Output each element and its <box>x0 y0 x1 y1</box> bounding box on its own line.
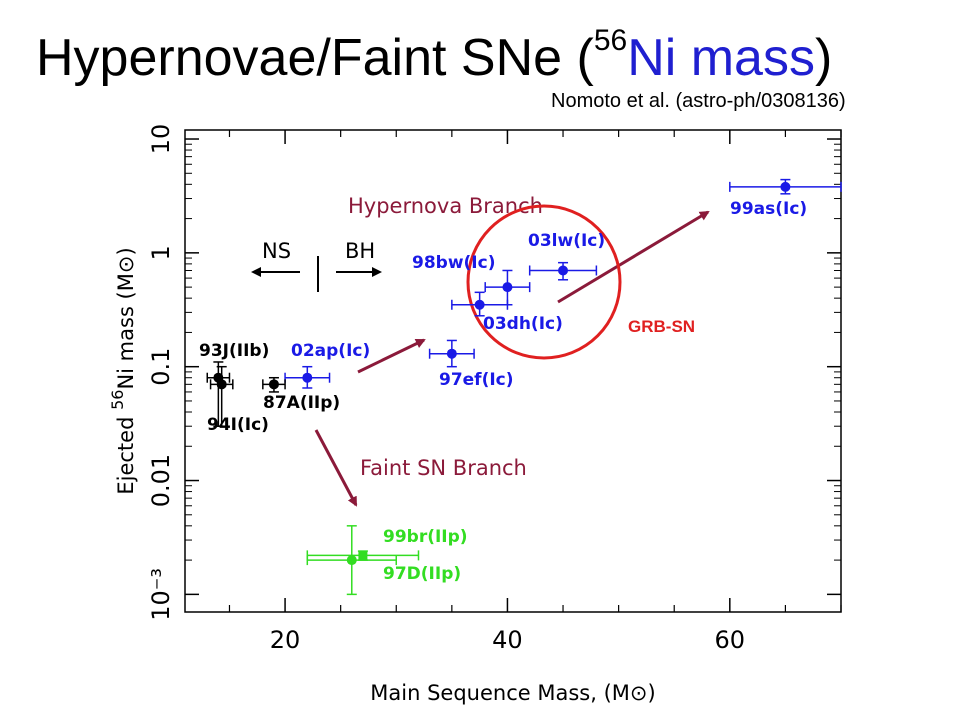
hypernova-arrow-upper <box>557 210 710 304</box>
hypernova-arrow-lower <box>357 338 426 374</box>
ns-label: NS <box>262 239 291 263</box>
hypernova-branch-label: Hypernova Branch <box>348 194 543 218</box>
y-tick-label: 10 <box>147 124 175 155</box>
data-marker <box>558 265 569 276</box>
point-label: 03lw(Ic) <box>528 231 605 251</box>
data-marker <box>346 555 357 566</box>
data-point-98bw(Ic): 98bw(Ic) <box>412 253 531 306</box>
data-marker <box>216 379 227 390</box>
point-label: 02ap(Ic) <box>291 341 370 361</box>
data-point-99br(IIp): 99br(IIp) <box>306 527 468 561</box>
data-point-03dh(Ic): 03dh(Ic) <box>451 291 563 334</box>
bh-label: BH <box>345 239 375 263</box>
data-point-87A(IIp): 87A(IIp) <box>262 376 340 413</box>
faint-branch-arrow <box>314 429 358 507</box>
point-label: 99as(Ic) <box>730 199 807 219</box>
point-label: 94I(Ic) <box>207 415 269 435</box>
y-tick-label: 1 <box>147 245 175 260</box>
data-point-93J(IIb): 93J(IIb) <box>199 341 269 427</box>
grb-sn-circle <box>466 204 622 360</box>
data-marker <box>780 181 791 192</box>
citation: Nomoto et al. (astro-ph/0308136) <box>551 90 846 112</box>
slide-title: Hypernovae/Faint SNe (56Ni mass) <box>36 24 833 88</box>
data-points: 99as(Ic) 03lw(Ic) 98bw(Ic) 03dh(Ic) 97ef(Ic)… <box>199 178 842 596</box>
x-tick-label: 60 <box>715 626 746 654</box>
title-highlight: Ni mass <box>627 29 815 87</box>
x-tick-label: 20 <box>270 626 301 654</box>
data-marker <box>302 372 313 383</box>
y-tick-label: 0.1 <box>147 348 175 386</box>
data-marker <box>358 550 368 560</box>
x-tick-label: 40 <box>492 626 523 654</box>
y-tick-label: 0.01 <box>147 454 175 507</box>
data-point-02ap(Ic): 02ap(Ic) <box>284 341 370 389</box>
data-point-97D(IIp): 97D(IIp) <box>306 525 461 596</box>
x-axis-title: Main Sequence Mass, (M⊙) <box>370 681 655 705</box>
title-close: ) <box>814 29 833 87</box>
data-point-03lw(Ic): 03lw(Ic) <box>528 231 605 281</box>
title-superscript: 56 <box>593 24 628 57</box>
point-label: 93J(IIb) <box>199 341 269 361</box>
axis-tick-labels: 20 40 60 10⁻³ 0.01 0.1 1 10 <box>147 124 745 654</box>
data-marker <box>502 282 513 293</box>
y-tick-label: 10⁻³ <box>147 568 175 621</box>
plot-frame <box>184 129 842 613</box>
data-point-97ef(Ic): 97ef(Ic) <box>428 339 514 390</box>
data-marker <box>474 299 485 310</box>
faint-sn-branch-label: Faint SN Branch <box>360 456 527 480</box>
data-marker <box>446 348 457 359</box>
point-label: 97ef(Ic) <box>439 370 514 390</box>
point-label: 87A(IIp) <box>263 393 340 413</box>
data-point-99as(Ic): 99as(Ic) <box>729 178 842 219</box>
point-label: 03dh(Ic) <box>483 314 563 334</box>
data-point-94I(Ic): 94I(Ic) <box>207 365 269 435</box>
y-axis-title: Ejected 56Ni mass (M⊙) <box>108 247 138 494</box>
point-label: 99br(IIp) <box>383 527 468 547</box>
axis-ticks <box>185 130 842 612</box>
grb-sn-label: GRB-SN <box>628 317 695 336</box>
title-main: Hypernovae/Faint SNe ( <box>36 29 594 87</box>
data-marker <box>268 379 279 390</box>
point-label: 97D(IIp) <box>383 564 461 584</box>
point-label: 98bw(Ic) <box>412 253 495 273</box>
